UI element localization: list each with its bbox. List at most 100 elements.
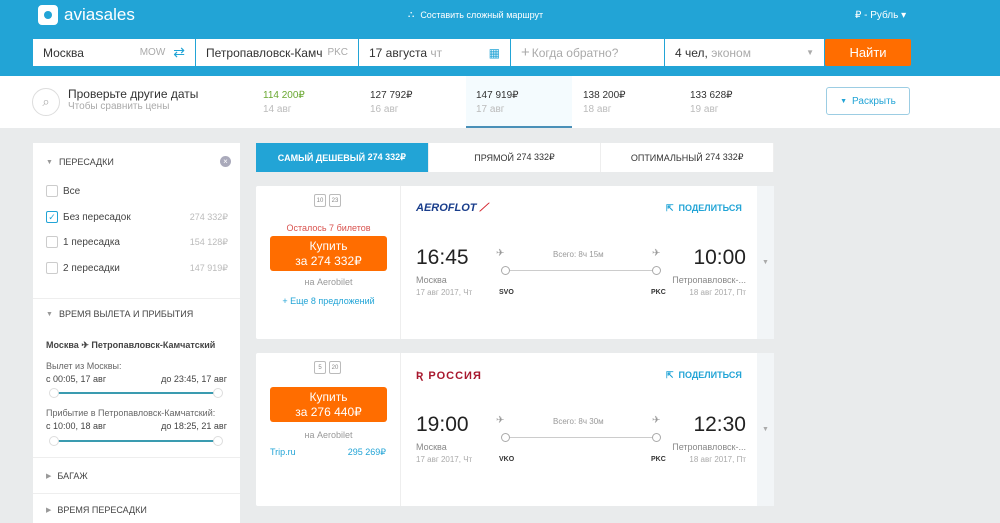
date-option[interactable]: 127 792₽ 16 авг bbox=[360, 76, 466, 128]
transfer-filter-header[interactable]: ▶ ВРЕМЯ ПЕРЕСАДКИ bbox=[46, 505, 147, 515]
more-offers-link[interactable]: + Еще 8 предложений bbox=[282, 296, 375, 306]
tab-optimal[interactable]: ОПТИМАЛЬНЫЙ 274 332₽ bbox=[601, 143, 775, 172]
return-date-field[interactable]: + Когда обратно? bbox=[511, 39, 664, 66]
tab-price: 274 332₽ bbox=[705, 152, 744, 162]
arrival-time: 10:00 bbox=[693, 246, 746, 269]
airline-logo: Ʀ РОССИЯ bbox=[416, 370, 482, 382]
expand-details-button[interactable]: ▼ bbox=[757, 186, 774, 339]
dates-subtitle: Чтобы сравнить цены bbox=[68, 101, 170, 112]
airline-name: РОССИЯ bbox=[428, 370, 482, 382]
chevron-right-icon: ▶ bbox=[46, 473, 52, 480]
baggage-filter-header[interactable]: ▶ БАГАЖ bbox=[46, 471, 88, 481]
find-button[interactable]: Найти bbox=[825, 39, 911, 66]
flight-timeline bbox=[501, 266, 661, 276]
arrival-city: Петропавловск-... bbox=[672, 275, 746, 285]
swap-icon[interactable]: ⇄ bbox=[173, 44, 185, 60]
date-price: 138 200₽ bbox=[583, 90, 626, 101]
complex-route-link[interactable]: ⛬ Составить сложный маршрут bbox=[408, 9, 543, 20]
depart-date-field[interactable]: 17 августа чт ▦ bbox=[359, 39, 510, 66]
stops-filter-header[interactable]: ▼ ПЕРЕСАДКИ bbox=[46, 157, 114, 167]
logo[interactable]: aviasales bbox=[38, 5, 135, 25]
arrival-time-slider[interactable] bbox=[49, 436, 223, 446]
flight-duration: Всего: 8ч 15м bbox=[553, 250, 604, 259]
slider-handle-min[interactable] bbox=[49, 436, 59, 446]
date-price: 114 200₽ bbox=[263, 90, 305, 101]
alt-agency-link[interactable]: Trip.ru bbox=[270, 447, 296, 457]
expand-label: Раскрыть bbox=[852, 95, 896, 107]
plus-icon: + bbox=[521, 44, 530, 61]
buy-price: за 274 332₽ bbox=[295, 254, 362, 268]
alt-agency-price[interactable]: 295 269₽ bbox=[347, 447, 386, 457]
expand-details-button[interactable]: ▼ bbox=[757, 353, 774, 506]
arrival-from: с 10:00, 18 авг bbox=[46, 421, 107, 431]
slider-handle-max[interactable] bbox=[213, 436, 223, 446]
time-title: ВРЕМЯ ВЫЛЕТА И ПРИБЫТИЯ bbox=[58, 309, 194, 319]
chevron-down-icon: ▼ bbox=[762, 426, 769, 433]
departure-time: 19:00 bbox=[416, 413, 469, 436]
departure-to: до 23:45, 17 авг bbox=[161, 374, 227, 384]
slider-handle-max[interactable] bbox=[213, 388, 223, 398]
currency-selector[interactable]: ₽ - Рубль ▾ bbox=[855, 10, 906, 21]
arrival-to: до 18:25, 21 авг bbox=[161, 421, 227, 431]
checkbox[interactable] bbox=[46, 236, 58, 248]
chevron-down-icon: ▼ bbox=[46, 310, 53, 318]
stops-option-all[interactable]: Все bbox=[46, 185, 228, 197]
origin-value: Москва bbox=[43, 45, 84, 60]
buy-button[interactable]: Купить за 274 332₽ bbox=[270, 236, 387, 271]
route-to: Петропавловск-Камчатский bbox=[91, 340, 216, 350]
stops-option-direct[interactable]: ✓ Без пересадок 274 332₽ bbox=[46, 211, 228, 223]
share-button[interactable]: ⇱ ПОДЕЛИТЬСЯ bbox=[666, 370, 742, 381]
date-price: 133 628₽ bbox=[690, 90, 733, 101]
arrival-city: Петропавловск-... bbox=[672, 442, 746, 452]
plane-icon: ✈ bbox=[81, 340, 89, 350]
suitcase-icon: 23 bbox=[329, 194, 341, 207]
route-link-label: Составить сложный маршрут bbox=[420, 9, 544, 20]
option-label: Все bbox=[63, 185, 81, 197]
suitcase-icon: 20 bbox=[329, 361, 341, 374]
checkbox[interactable] bbox=[46, 262, 58, 274]
cabin-value: эконом bbox=[711, 45, 751, 60]
tab-direct[interactable]: ПРЯМОЙ 274 332₽ bbox=[429, 143, 602, 172]
option-price: 154 128₽ bbox=[189, 236, 228, 247]
date-option[interactable]: 138 200₽ 18 авг bbox=[573, 76, 679, 128]
baggage-icon: 10 23 bbox=[314, 194, 341, 207]
share-label: ПОДЕЛИТЬСЯ bbox=[678, 203, 742, 213]
date-label: 17 авг bbox=[476, 104, 505, 115]
arrival-date: 18 авг 2017, Пт bbox=[689, 455, 746, 464]
destination-field[interactable]: Петропавловск-Камч PKC bbox=[196, 39, 358, 66]
arrival-airport: PKC bbox=[651, 289, 666, 296]
departure-time-slider[interactable] bbox=[49, 388, 223, 398]
landing-icon: ✈ bbox=[652, 415, 661, 426]
share-label: ПОДЕЛИТЬСЯ bbox=[678, 370, 742, 380]
share-icon: ⇱ bbox=[666, 370, 674, 380]
divider bbox=[33, 298, 240, 299]
option-label: 2 пересадки bbox=[63, 262, 120, 274]
slider-handle-min[interactable] bbox=[49, 388, 59, 398]
buy-button[interactable]: Купить за 276 440₽ bbox=[270, 387, 387, 422]
time-filter-header[interactable]: ▼ ВРЕМЯ ВЫЛЕТА И ПРИБЫТИЯ bbox=[46, 309, 193, 319]
checkbox[interactable] bbox=[46, 185, 58, 197]
remaining-tickets: Осталось 7 билетов bbox=[286, 223, 371, 233]
checkbox-checked[interactable]: ✓ bbox=[46, 211, 58, 223]
tab-label: САМЫЙ ДЕШЕВЫЙ bbox=[277, 152, 366, 163]
date-option-selected[interactable]: 147 919₽ 17 авг bbox=[466, 76, 572, 128]
route-from: Москва bbox=[46, 340, 79, 350]
expand-button[interactable]: ▼ Раскрыть bbox=[826, 87, 910, 115]
destination-code: PKC bbox=[327, 47, 348, 58]
flight-duration: Всего: 8ч 30м bbox=[553, 417, 604, 426]
tab-cheapest[interactable]: САМЫЙ ДЕШЕВЫЙ 274 332₽ bbox=[256, 143, 429, 172]
departure-airport: SVO bbox=[499, 289, 514, 296]
origin-field[interactable]: Москва MOW ⇄ bbox=[33, 39, 195, 66]
passengers-field[interactable]: 4 чел, эконом ▼ bbox=[665, 39, 824, 66]
share-button[interactable]: ⇱ ПОДЕЛИТЬСЯ bbox=[666, 203, 742, 214]
ticket-card: 5 20 Купить за 276 440₽ на Aerobilet Trip.… bbox=[256, 353, 774, 506]
rossiya-logo-icon: Ʀ bbox=[416, 370, 425, 382]
clear-filter-icon[interactable]: × bbox=[220, 156, 231, 167]
route-label: Москва ✈ Петропавловск-Камчатский bbox=[46, 340, 215, 351]
date-option[interactable]: 133 628₽ 19 авг bbox=[680, 76, 786, 128]
currency-label: ₽ - Рубль bbox=[855, 10, 899, 21]
stops-option-2[interactable]: 2 пересадки 147 919₽ bbox=[46, 262, 228, 274]
arrival-date: 18 авг 2017, Пт bbox=[689, 288, 746, 297]
stops-option-1[interactable]: 1 пересадка 154 128₽ bbox=[46, 236, 228, 248]
date-option[interactable]: 114 200₽ 14 авг bbox=[253, 76, 359, 128]
